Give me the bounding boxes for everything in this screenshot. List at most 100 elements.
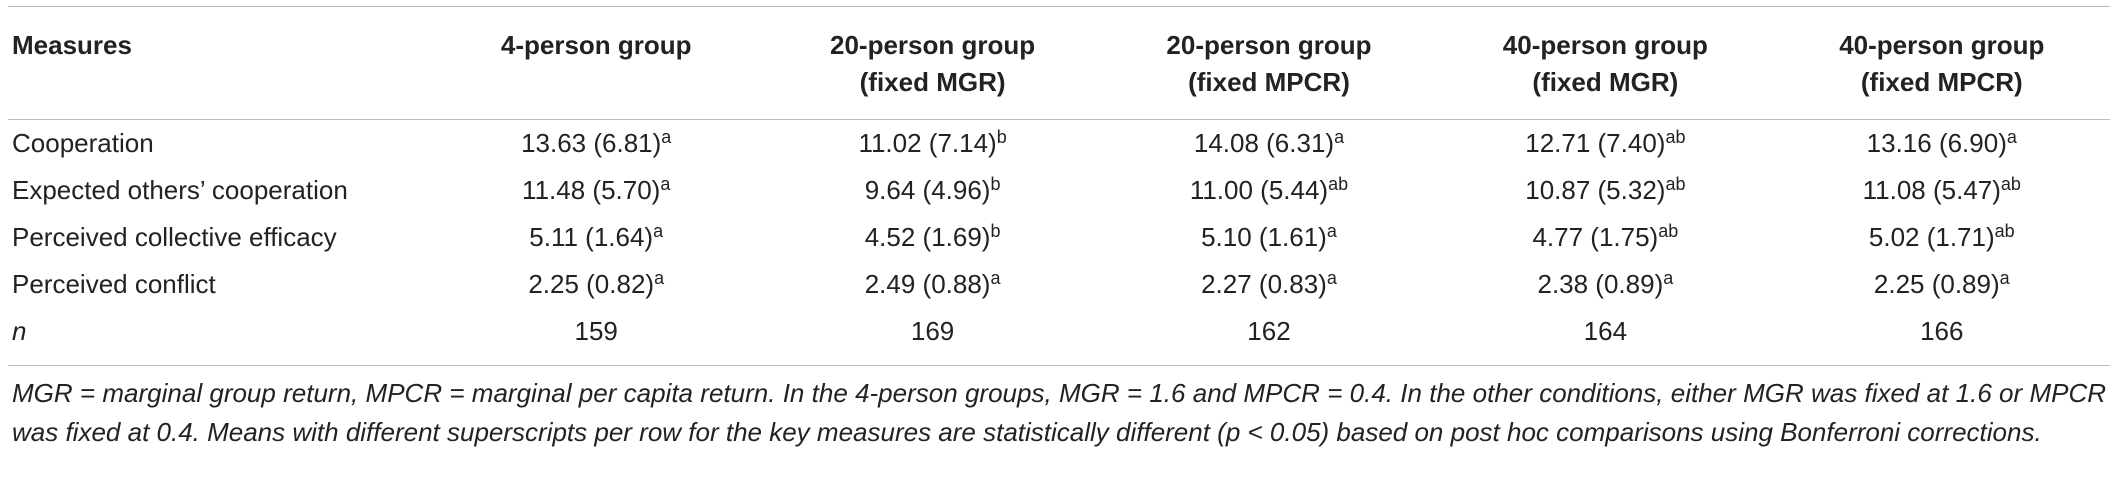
table-cell: 159 <box>428 308 764 366</box>
table-row: n 159 169 162 164 166 <box>8 308 2110 366</box>
cell-value: 2.49 (0.88) <box>864 269 991 299</box>
cell-value: 164 <box>1583 316 1628 346</box>
cell-superscript: ab <box>1994 221 2015 241</box>
table-cell: 5.02 (1.71)ab <box>1774 214 2110 261</box>
cell-superscript: ab <box>1328 174 1349 194</box>
cell-superscript: a <box>653 221 664 241</box>
header-row: Measures 4-person group 20-person group (fi… <box>8 6 2110 120</box>
table-cell: 2.25 (0.82)a <box>428 261 764 308</box>
table-header: Measures 4-person group 20-person group (fi… <box>8 6 2110 120</box>
table-cell: 5.11 (1.64)a <box>428 214 764 261</box>
table-cell: 14.08 (6.31)a <box>1101 120 1437 168</box>
header-line: 40-person group <box>1839 30 2045 60</box>
cell-superscript: ab <box>1665 127 1686 147</box>
header-cell: Measures <box>8 6 428 120</box>
cell-value: 2.25 (0.89) <box>1873 269 2000 299</box>
cell-superscript: a <box>990 268 1001 288</box>
header-cell: 20-person group (fixed MPCR) <box>1100 6 1438 120</box>
table-cell: 2.49 (0.88)a <box>764 261 1100 308</box>
cell-value: 11.48 (5.70) <box>522 175 661 205</box>
header-line: 40-person group <box>1502 30 1708 60</box>
row-label: Expected others’ cooperation <box>12 175 348 205</box>
cell-value: 2.25 (0.82) <box>528 269 655 299</box>
cell-superscript: a <box>1326 221 1337 241</box>
cell-value: 5.02 (1.71) <box>1868 222 1995 252</box>
cell-value: 5.10 (1.61) <box>1201 222 1327 252</box>
cell-superscript: ab <box>2000 174 2021 194</box>
table-body: Cooperation 13.63 (6.81)a 11.02 (7.14)b 14.… <box>8 120 2110 366</box>
table-cell: 13.63 (6.81)a <box>428 120 764 168</box>
cell-value: 159 <box>574 316 618 346</box>
table-cell: 5.10 (1.61)a <box>1101 214 1437 261</box>
table-container: Measures 4-person group 20-person group (fi… <box>8 6 2110 447</box>
cell-value: 11.02 (7.14) <box>858 128 997 158</box>
cell-superscript: a <box>654 268 665 288</box>
cell-superscript: a <box>2006 127 2017 147</box>
table-cell: 166 <box>1774 308 2110 366</box>
cell-value: 13.16 (6.90) <box>1866 128 2007 158</box>
data-table: Measures 4-person group 20-person group (fi… <box>8 6 2110 366</box>
table-row: Perceived collective efficacy 5.11 (1.64)… <box>8 214 2110 261</box>
table-cell: 11.00 (5.44)ab <box>1101 167 1437 214</box>
row-label: Cooperation <box>12 128 154 158</box>
table-cell: 2.38 (0.89)a <box>1437 261 1773 308</box>
cell-value: 162 <box>1247 316 1291 346</box>
cell-value: 12.71 (7.40) <box>1525 128 1666 158</box>
row-label: n <box>12 316 27 346</box>
table-cell: 11.08 (5.47)ab <box>1774 167 2110 214</box>
cell-value: 14.08 (6.31) <box>1193 128 1335 158</box>
row-label: Perceived collective efficacy <box>12 222 337 252</box>
header-line: (fixed MPCR) <box>1188 67 1350 97</box>
cell-value: 5.11 (1.64) <box>529 222 654 252</box>
cell-superscript: a <box>1326 268 1337 288</box>
footnote: MGR = marginal group return, MPCR = marg… <box>12 378 2106 447</box>
header-line: (fixed MPCR) <box>1860 67 2023 97</box>
cell-superscript: a <box>661 127 672 147</box>
table-cell: 13.16 (6.90)a <box>1774 120 2110 168</box>
row-label: Perceived conflict <box>12 269 216 299</box>
cell-value: 13.63 (6.81) <box>521 128 662 158</box>
header-cell: 40-person group (fixed MPCR) <box>1773 6 2110 120</box>
cell-value: 11.00 (5.44) <box>1189 175 1329 205</box>
header-line: 4-person group <box>500 30 692 60</box>
cell-value: 10.87 (5.32) <box>1525 175 1666 205</box>
header-cell: 4-person group <box>428 6 765 120</box>
cell-value: 2.38 (0.89) <box>1537 269 1664 299</box>
table-row: Cooperation 13.63 (6.81)a 11.02 (7.14)b 14.… <box>8 120 2110 168</box>
cell-superscript: a <box>1999 268 2010 288</box>
table-cell: 164 <box>1437 308 1773 366</box>
cell-superscript: b <box>990 174 1001 194</box>
cell-superscript: ab <box>1665 174 1686 194</box>
cell-superscript: b <box>990 221 1001 241</box>
cell-value: 4.77 (1.75) <box>1532 222 1659 252</box>
cell-value: 2.27 (0.83) <box>1201 269 1327 299</box>
header-cell: 40-person group (fixed MGR) <box>1437 6 1774 120</box>
table-row: Perceived conflict 2.25 (0.82)a 2.49 (0.88… <box>8 261 2110 308</box>
header-line: (fixed MGR) <box>1532 67 1679 97</box>
cell-superscript: a <box>1334 127 1345 147</box>
table-cell: 4.52 (1.69)b <box>764 214 1100 261</box>
table-cell: 4.77 (1.75)ab <box>1437 214 1773 261</box>
header-line: (fixed MGR) <box>859 67 1006 97</box>
header-line: 20-person group <box>830 30 1036 60</box>
cell-value: 11.08 (5.47) <box>1862 175 2001 205</box>
table-cell: 9.64 (4.96)b <box>764 167 1100 214</box>
cell-value: 9.64 (4.96) <box>864 175 991 205</box>
table-cell: 2.25 (0.89)a <box>1774 261 2110 308</box>
cell-superscript: a <box>1663 268 1674 288</box>
table-cell: 10.87 (5.32)ab <box>1437 167 1773 214</box>
header-line: 20-person group <box>1166 30 1372 60</box>
table-cell: 169 <box>764 308 1100 366</box>
cell-value: 166 <box>1920 316 1964 346</box>
table-cell: 12.71 (7.40)ab <box>1437 120 1773 168</box>
table-cell: 11.48 (5.70)a <box>428 167 764 214</box>
cell-value: 169 <box>910 316 955 346</box>
cell-value: 4.52 (1.69) <box>864 222 991 252</box>
table-cell: 162 <box>1101 308 1437 366</box>
cell-superscript: b <box>996 127 1007 147</box>
cell-superscript: ab <box>1658 221 1679 241</box>
table-cell: 2.27 (0.83)a <box>1101 261 1437 308</box>
table-cell: 11.02 (7.14)b <box>764 120 1100 168</box>
header-line: Measures <box>12 30 132 60</box>
